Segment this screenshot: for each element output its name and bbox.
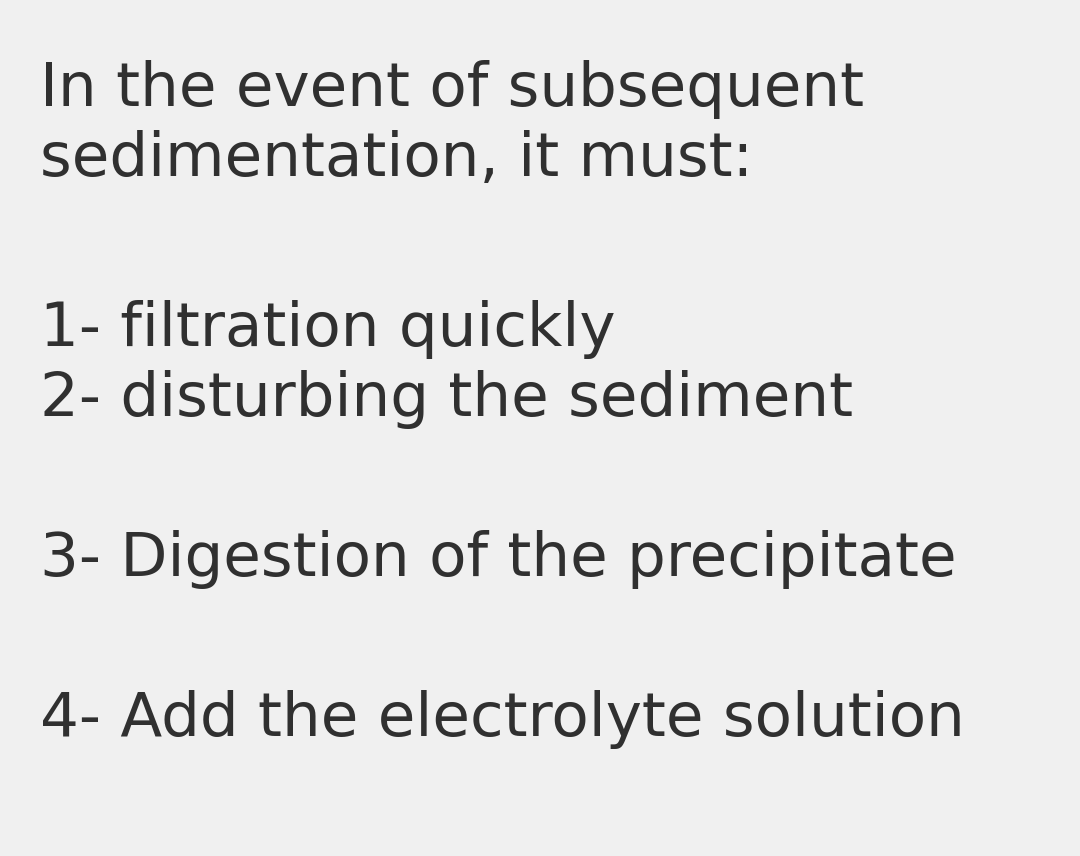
Text: 2- disturbing the sediment: 2- disturbing the sediment: [40, 370, 853, 429]
Text: 3- Digestion of the precipitate: 3- Digestion of the precipitate: [40, 530, 957, 589]
Text: 1- filtration quickly: 1- filtration quickly: [40, 300, 616, 359]
Text: sedimentation, it must:: sedimentation, it must:: [40, 130, 753, 189]
Text: In the event of subsequent: In the event of subsequent: [40, 60, 864, 119]
Text: 4- Add the electrolyte solution: 4- Add the electrolyte solution: [40, 690, 964, 749]
